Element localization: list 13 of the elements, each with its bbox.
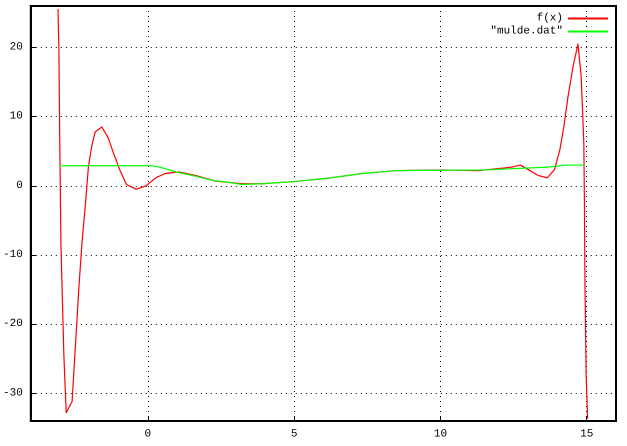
legend-label: f(x) bbox=[536, 12, 563, 24]
y-tick-label: -30 bbox=[2, 387, 23, 400]
x-tick-label: 0 bbox=[144, 428, 152, 440]
y-tick-label: -10 bbox=[2, 249, 23, 261]
legend-label: "mulde.dat" bbox=[490, 26, 563, 38]
y-tick-label: 20 bbox=[10, 42, 23, 54]
x-tick-label: 10 bbox=[434, 428, 448, 440]
y-tick-label: 0 bbox=[16, 180, 23, 192]
x-tick-label: 15 bbox=[580, 428, 594, 440]
y-tick-label: 10 bbox=[10, 110, 23, 123]
y-tick-label: -20 bbox=[2, 318, 23, 330]
line-series bbox=[59, 164, 584, 186]
x-tick-label: 5 bbox=[290, 428, 298, 440]
